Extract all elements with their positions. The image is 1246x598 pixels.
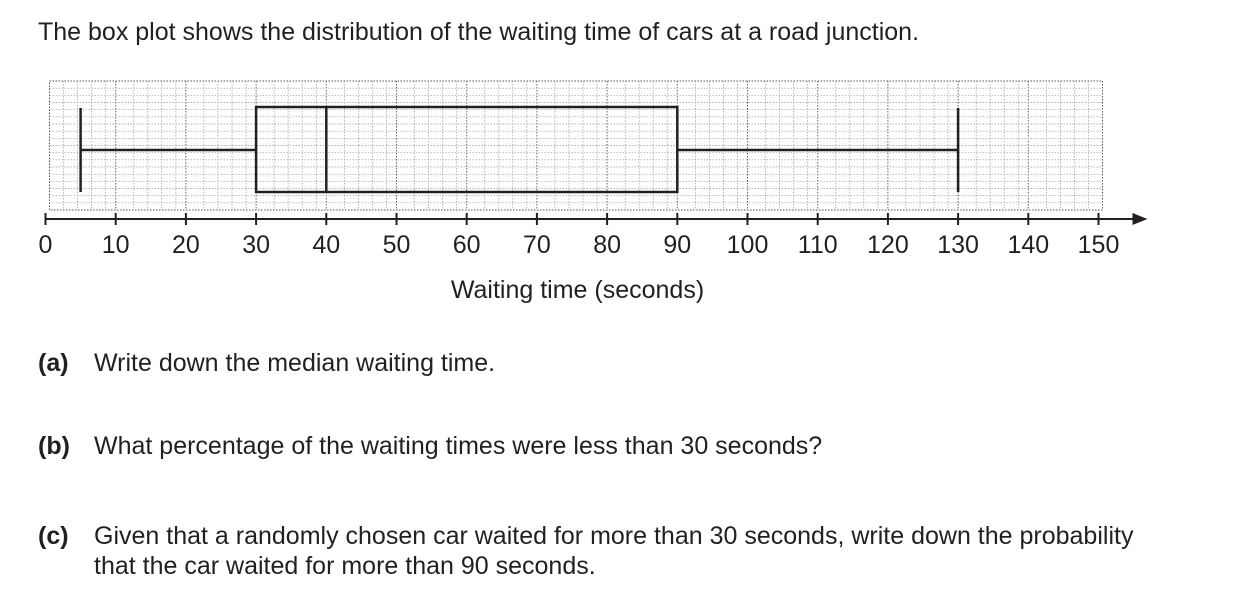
question-a-text: Write down the median waiting time. (94, 349, 496, 377)
x-tick-label: 40 (312, 231, 340, 259)
question-c-label: (c) (38, 522, 69, 550)
x-tick-label: 60 (453, 231, 481, 259)
x-tick-label: 100 (727, 231, 769, 259)
interquartile-box (254, 105, 679, 194)
x-axis (45, 213, 1148, 225)
question-c-text: Given that a randomly chosen car waited … (94, 522, 1134, 580)
x-tick-label: 0 (39, 231, 53, 259)
x-tick-label: 90 (663, 231, 691, 259)
x-tick-label: 130 (937, 231, 979, 259)
x-axis-ticks: 0 10 20 30 40 50 60 70 80 90 100 110 120 130 140 150 (39, 213, 1120, 259)
question-a: (a) Write down the median waiting time. (38, 348, 1154, 378)
question-b: (b) What percentage of the waiting times… (38, 431, 1154, 461)
x-tick-label: 70 (523, 231, 551, 259)
box-plot-chart: 0 10 20 30 40 50 60 70 80 90 100 110 120 130 140 150 (39, 80, 1148, 259)
x-tick-label: 140 (1007, 231, 1049, 259)
question-c: (c) Given that a randomly chosen car wai… (38, 521, 1154, 581)
question-intro: The box plot shows the distribution of t… (38, 18, 920, 46)
question-b-text: What percentage of the waiting times wer… (94, 432, 823, 460)
x-tick-label: 50 (383, 231, 411, 259)
x-axis-label: Waiting time (seconds) (450, 276, 705, 304)
question-a-label: (a) (38, 349, 69, 377)
question-b-label: (b) (38, 432, 70, 460)
x-tick-label: 150 (1078, 231, 1120, 259)
x-tick-label: 120 (867, 231, 909, 259)
x-tick-label: 110 (798, 231, 838, 259)
x-tick-label: 30 (242, 231, 270, 259)
x-tick-label: 80 (593, 231, 621, 259)
box-plot (79, 105, 960, 194)
x-tick-label: 10 (102, 231, 130, 259)
x-tick-label: 20 (172, 231, 200, 259)
chart-grid (49, 80, 1103, 211)
x-axis-arrow (1132, 213, 1148, 225)
